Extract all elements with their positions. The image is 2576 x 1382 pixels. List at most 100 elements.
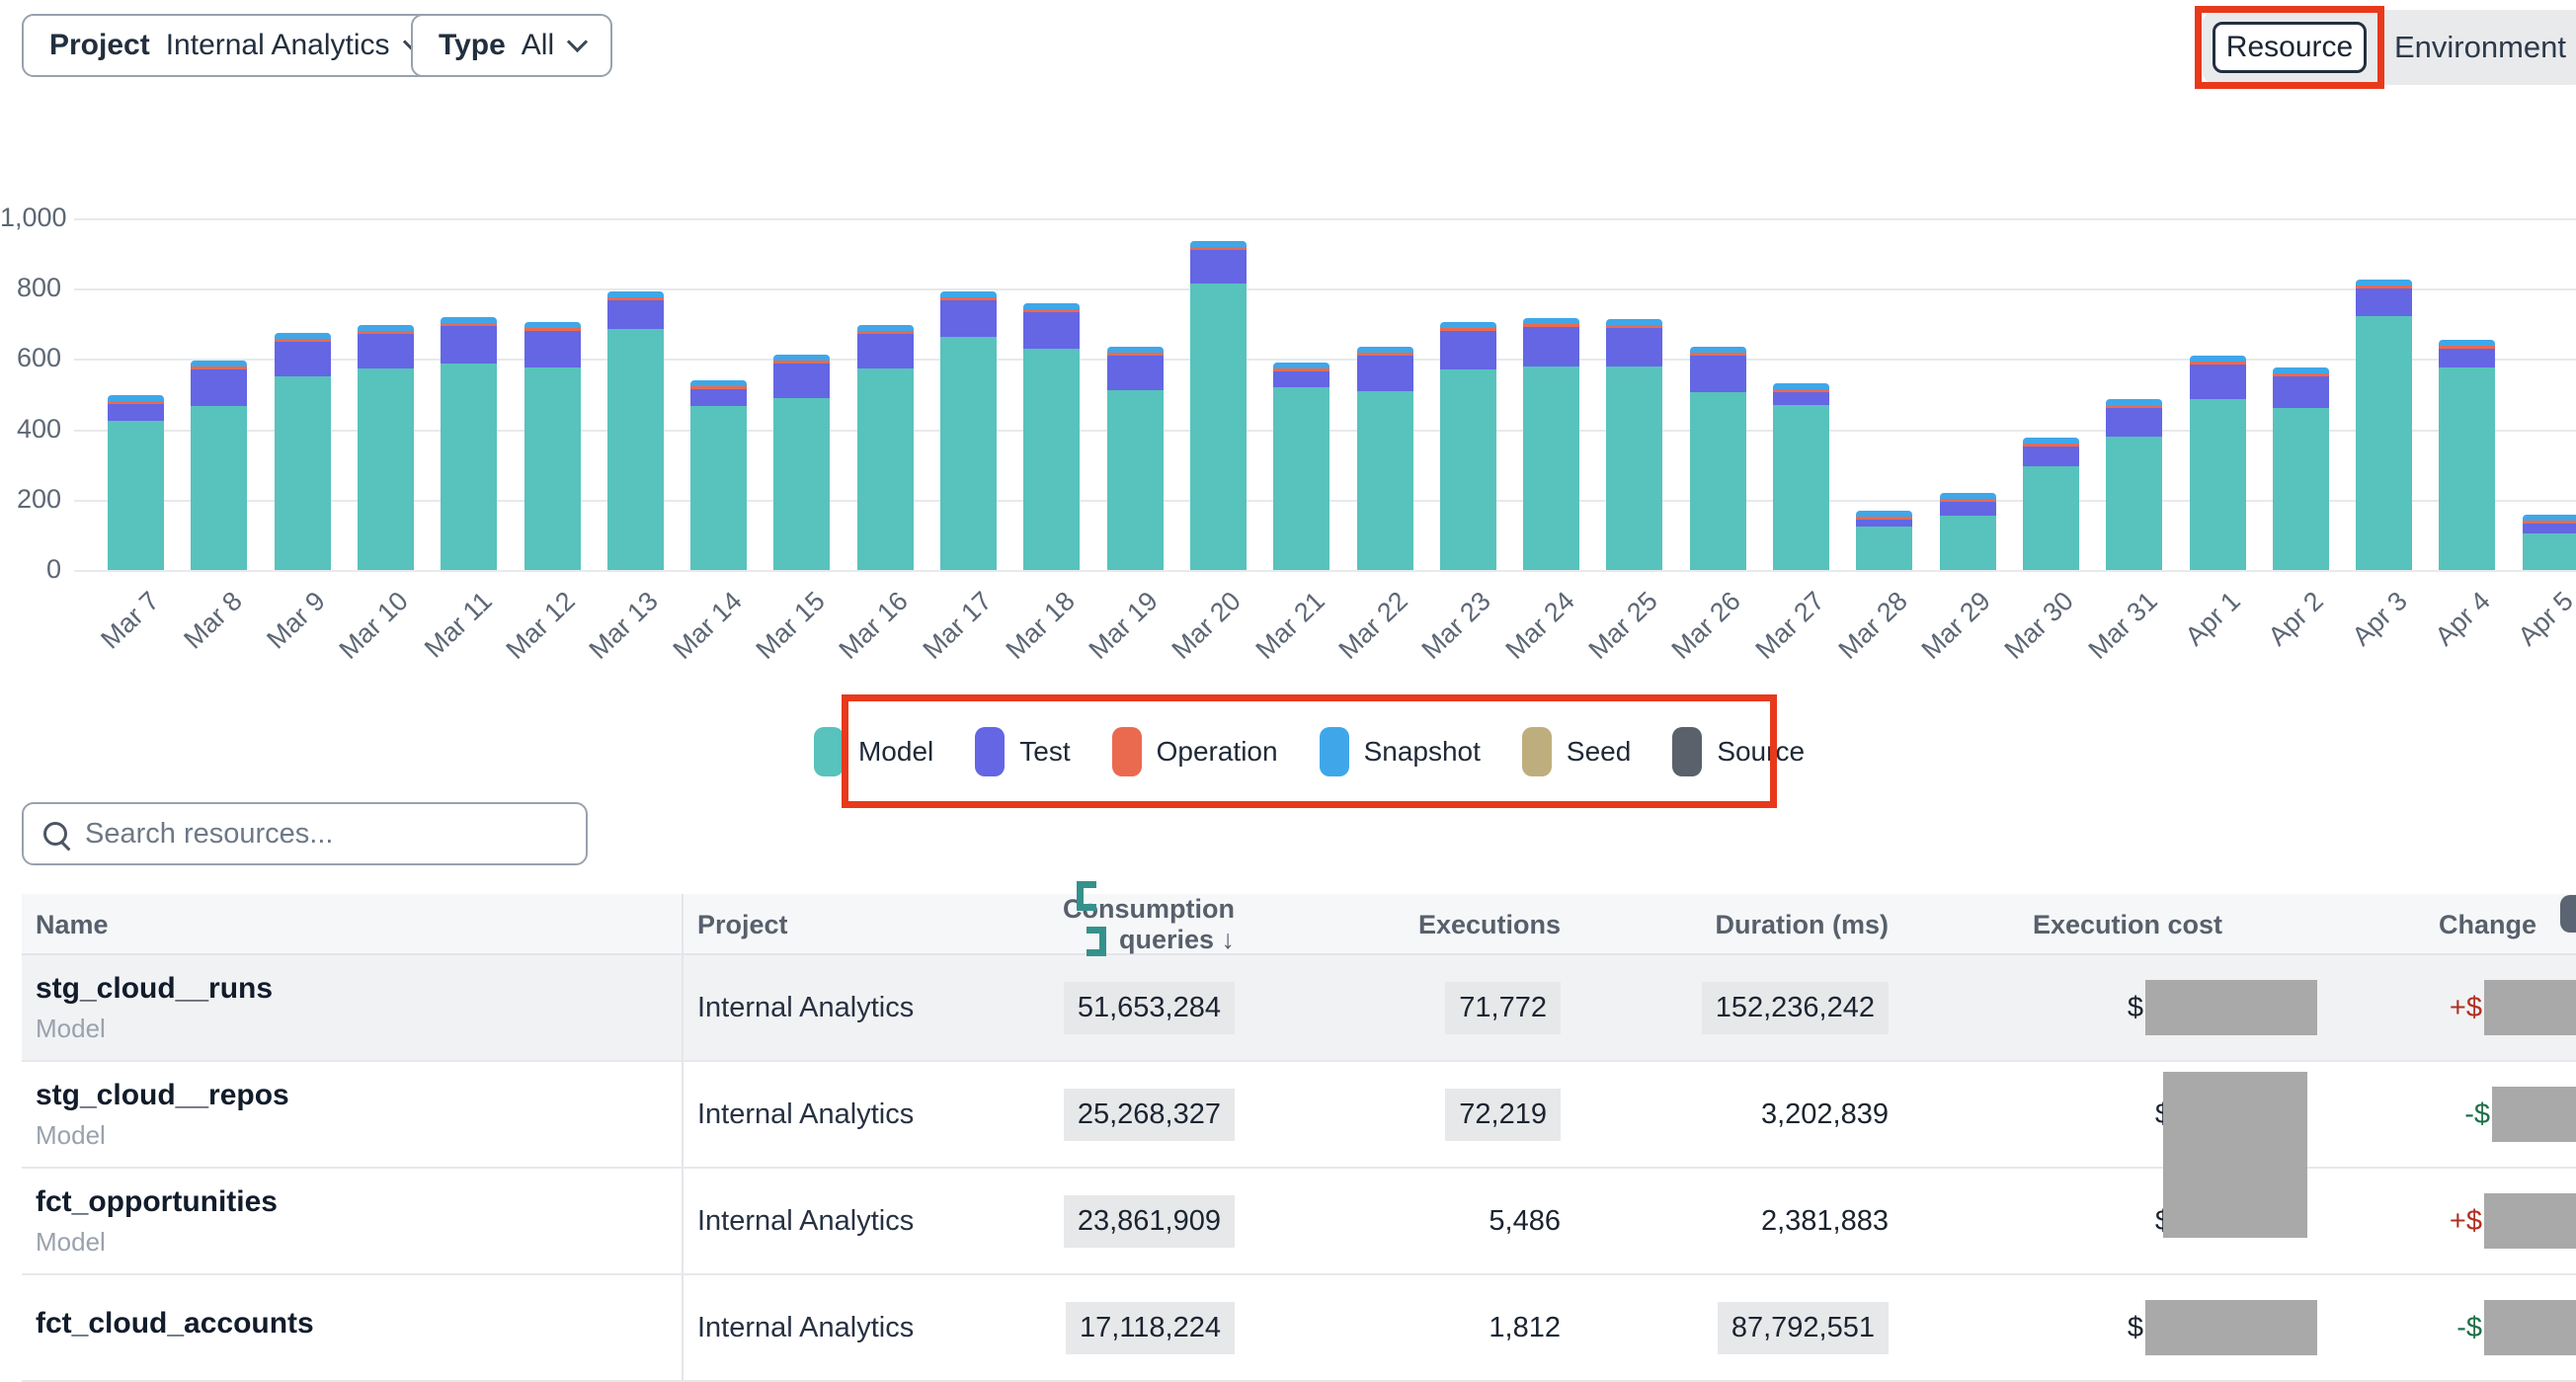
- cell-name[interactable]: stg_cloud__repos Model: [22, 1079, 682, 1151]
- stacked-bar-mar-10[interactable]: [357, 324, 414, 570]
- column-header-consumption-queries[interactable]: Consumption queries ↓: [1063, 894, 1235, 954]
- stacked-bar-mar-16[interactable]: [856, 324, 914, 570]
- stacked-bar-apr-3[interactable]: [2356, 279, 2413, 570]
- stacked-bar-mar-29[interactable]: [1939, 492, 1996, 570]
- stacked-bar-mar-20[interactable]: [1189, 241, 1247, 570]
- stacked-bar-apr-1[interactable]: [2189, 355, 2246, 570]
- table-row-stg_cloud__repos[interactable]: stg_cloud__repos Model Internal Analytics 2…: [22, 1062, 2576, 1169]
- y-axis-tick-label: 600: [16, 343, 61, 373]
- bar-segment-operation: [856, 330, 914, 334]
- search-input[interactable]: [85, 817, 566, 851]
- bar-segment-operation: [1189, 247, 1247, 251]
- stacked-bar-mar-22[interactable]: [1356, 346, 1413, 570]
- table-row-fct_opportunities[interactable]: fct_opportunities Model Internal Analytics…: [22, 1169, 2576, 1275]
- legend-swatch-source: [1672, 726, 1703, 776]
- table-row-fct_cloud_accounts[interactable]: fct_cloud_accounts Internal Analytics 17,1…: [22, 1275, 2576, 1382]
- legend-item-source[interactable]: Source: [1672, 726, 1805, 776]
- stacked-bar-mar-9[interactable]: [274, 332, 331, 570]
- y-axis-tick-label: 800: [16, 273, 61, 303]
- stacked-bar-apr-2[interactable]: [2272, 367, 2329, 570]
- bar-segment-operation: [606, 297, 664, 301]
- consumption-queries-value: 25,268,327: [1063, 1088, 1235, 1141]
- column-header-duration[interactable]: Duration (ms): [1715, 909, 1890, 939]
- stacked-bar-mar-15[interactable]: [773, 355, 831, 570]
- type-filter-dropdown[interactable]: Type All: [411, 14, 613, 77]
- stacked-bar-apr-4[interactable]: [2439, 339, 2496, 570]
- cell-name[interactable]: fct_opportunities Model: [22, 1185, 682, 1258]
- stacked-bar-mar-7[interactable]: [108, 394, 164, 570]
- chart-gridline: [74, 570, 2576, 572]
- y-axis-tick-label: 1,000: [0, 203, 67, 232]
- stacked-bar-apr-5[interactable]: [2522, 515, 2576, 570]
- bar-segment-test: [1439, 330, 1496, 370]
- stacked-bar-mar-23[interactable]: [1439, 321, 1496, 570]
- stacked-bar-mar-18[interactable]: [1023, 303, 1081, 570]
- stacked-bar-mar-11[interactable]: [441, 317, 498, 570]
- legend-item-test[interactable]: Test: [975, 726, 1071, 776]
- stacked-bar-mar-8[interactable]: [191, 361, 248, 570]
- legend-item-snapshot[interactable]: Snapshot: [1319, 726, 1481, 776]
- stacked-bar-mar-30[interactable]: [2022, 438, 2079, 570]
- cell-name[interactable]: fct_cloud_accounts: [22, 1307, 682, 1348]
- bar-segment-operation: [1273, 367, 1330, 371]
- bar-segment-snapshot: [441, 317, 498, 324]
- toggle-resource-button[interactable]: Resource: [2213, 22, 2367, 73]
- stacked-bar-mar-25[interactable]: [1606, 319, 1663, 570]
- stacked-bar-mar-13[interactable]: [606, 291, 664, 570]
- stacked-bar-mar-17[interactable]: [940, 290, 997, 570]
- stacked-bar-mar-31[interactable]: [2106, 399, 2163, 570]
- x-axis-tick-label: Mar 15: [750, 586, 831, 665]
- duration-value: 2,381,883: [1760, 1204, 1889, 1237]
- stacked-bar-mar-24[interactable]: [1523, 318, 1580, 570]
- resource-name[interactable]: fct_opportunities: [36, 1184, 278, 1218]
- legend-item-operation[interactable]: Operation: [1111, 726, 1278, 776]
- legend-swatch-seed: [1521, 726, 1552, 776]
- x-axis-tick-label: Mar 16: [833, 586, 915, 665]
- resource-name[interactable]: fct_cloud_accounts: [36, 1307, 314, 1340]
- bar-segment-operation: [2272, 373, 2329, 377]
- column-header-name[interactable]: Name: [36, 909, 109, 939]
- project-filter-dropdown[interactable]: Project Internal Analytics: [22, 14, 448, 77]
- bar-segment-operation: [357, 330, 414, 334]
- column-header-project[interactable]: Project: [682, 894, 968, 955]
- bar-segment-model: [773, 398, 831, 570]
- redaction-box-change: [2492, 1087, 2576, 1142]
- project-filter-label: Project: [49, 29, 150, 61]
- cell-project: Internal Analytics: [682, 1062, 968, 1167]
- table-scrollbar-thumb[interactable]: [2560, 895, 2576, 933]
- change-sign: -$: [2456, 1311, 2482, 1343]
- bar-segment-model: [1856, 527, 1913, 570]
- bar-segment-test: [2356, 287, 2413, 316]
- column-header-executions[interactable]: Executions: [1417, 909, 1561, 939]
- y-axis-tick-label: 400: [16, 413, 61, 444]
- legend-item-model[interactable]: Model: [813, 726, 933, 776]
- bar-segment-operation: [1106, 352, 1164, 356]
- column-header-change[interactable]: Change: [2438, 909, 2536, 939]
- column-header-execution-cost[interactable]: Execution cost: [2032, 909, 2222, 939]
- toggle-environment-button[interactable]: Environment: [2394, 22, 2566, 73]
- y-axis-tick-label: 0: [45, 554, 61, 584]
- stacked-bar-mar-12[interactable]: [523, 321, 581, 570]
- bar-segment-test: [1273, 370, 1330, 387]
- x-axis-tick-label: Mar 9: [261, 586, 331, 655]
- resource-name[interactable]: stg_cloud__runs: [36, 971, 274, 1005]
- bar-segment-snapshot: [1273, 362, 1330, 368]
- bar-segment-operation: [1523, 324, 1580, 328]
- stacked-bar-mar-26[interactable]: [1689, 346, 1746, 570]
- table-row-stg_cloud__runs[interactable]: stg_cloud__runs Model Internal Analytics 51…: [22, 955, 2576, 1062]
- stacked-bar-mar-21[interactable]: [1273, 362, 1330, 570]
- stacked-bar-mar-14[interactable]: [690, 380, 748, 570]
- x-axis-tick-label: Apr 5: [2512, 586, 2576, 652]
- stacked-bar-mar-28[interactable]: [1856, 511, 1913, 570]
- bar-segment-snapshot: [1773, 382, 1829, 389]
- search-resources-box[interactable]: [22, 802, 588, 865]
- executions-value: 72,219: [1445, 1088, 1561, 1141]
- cell-name[interactable]: stg_cloud__runs Model: [22, 972, 682, 1044]
- resource-name[interactable]: stg_cloud__repos: [36, 1078, 289, 1111]
- bar-segment-test: [441, 326, 498, 364]
- bar-segment-snapshot: [1023, 303, 1081, 310]
- stacked-bar-mar-19[interactable]: [1106, 346, 1164, 570]
- toggle-resource-label: Resource: [2225, 31, 2354, 63]
- stacked-bar-mar-27[interactable]: [1773, 382, 1829, 570]
- legend-item-seed[interactable]: Seed: [1521, 726, 1631, 776]
